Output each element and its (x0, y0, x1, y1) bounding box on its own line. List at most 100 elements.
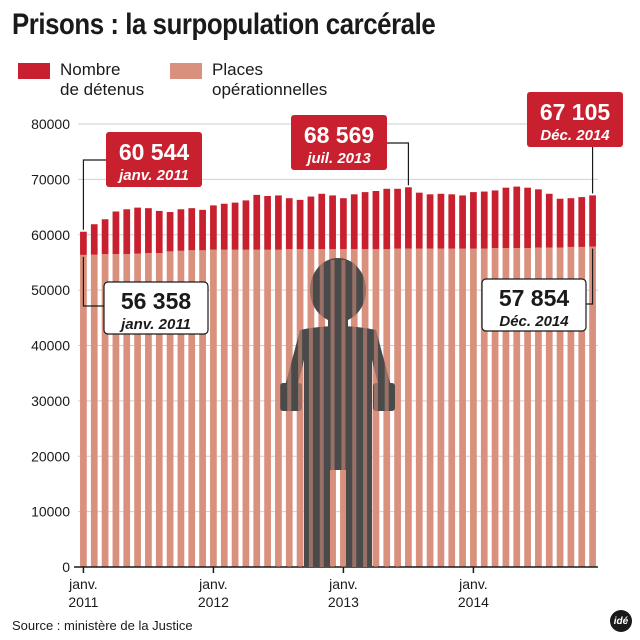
callout-places-end-value: 57 854 (499, 285, 570, 311)
bar-detenus (112, 211, 120, 255)
prisoner-bar-overlay (276, 260, 281, 567)
bar-detenus (578, 197, 586, 247)
bar-detenus (567, 198, 575, 247)
bar-detenus (415, 192, 423, 249)
bar-places (264, 249, 271, 568)
y-tick-label: 0 (62, 559, 70, 575)
source-note: Source : ministère de la Justice (12, 618, 193, 633)
callout-detenus-start-value: 60 544 (119, 139, 190, 165)
bar-detenus (470, 192, 477, 249)
callout-places-end-date: Déc. 2014 (499, 313, 569, 330)
bar-places (253, 249, 261, 568)
bars-detenus (80, 186, 596, 255)
bar-detenus (437, 193, 445, 249)
y-tick-label: 60000 (31, 227, 70, 243)
callout-detenus-peak-value: 68 569 (304, 122, 374, 148)
callout-detenus-start-leader (82, 159, 106, 230)
y-tick-label: 70000 (31, 171, 70, 187)
bar-detenus (480, 191, 488, 249)
y-axis: 0 10000 20000 30000 40000 50000 60000 70000 8000… (31, 116, 70, 575)
bar-detenus (524, 187, 531, 249)
x-tick-label: janv. (68, 576, 98, 592)
legend-label-places: Places opérationnelles (212, 60, 327, 100)
bar-places (578, 246, 586, 567)
prisoner-bar-overlay (308, 260, 313, 567)
callout-places-start-box (103, 281, 209, 335)
x-axis: janv. 2011 janv. 2012 janv. 2013 janv. 2014 (68, 566, 598, 610)
prisoner-right-fist-shape (373, 383, 395, 411)
callout-detenus-start-date: janv. 2011 (117, 167, 189, 184)
bar-places (589, 246, 596, 567)
prisoner-bar-overlay (395, 260, 400, 567)
bar-places (80, 254, 87, 567)
prisoner-bar-overlay (298, 260, 303, 567)
bar-places (470, 248, 477, 567)
bar-detenus (361, 192, 369, 250)
bar-detenus (426, 194, 434, 249)
prisoner-bar-overlay (363, 260, 368, 567)
bar-places (188, 250, 196, 567)
bar-places (210, 249, 217, 568)
legend-label-detenus-line2: de détenus (60, 80, 145, 99)
callout-detenus-peak-date: juil. 2013 (305, 150, 371, 167)
ide-logo: idé (610, 610, 632, 632)
legend-swatch-detenus (18, 63, 50, 79)
bar-places (556, 247, 564, 567)
bar-places (459, 248, 466, 567)
chart-title: Prisons : la surpopulation carcérale (12, 8, 436, 41)
legend-label-detenus-line1: Nombre (60, 60, 121, 79)
bar-places (155, 253, 163, 567)
bar-places (426, 248, 434, 567)
callouts: 60 544 janv. 2011 68 569 juil. 2013 67 105 Dé… (82, 92, 623, 335)
bar-places (166, 251, 174, 568)
legend-item-detenus: Nombre de détenus (18, 60, 144, 100)
callout-detenus-peak-leader (387, 142, 410, 186)
x-tick-label: janv. (198, 576, 228, 592)
bar-places (199, 250, 206, 567)
bar-detenus (372, 191, 380, 250)
x-tick-label: 2012 (198, 594, 229, 610)
legend-label-detenus: Nombre de détenus (60, 60, 144, 100)
x-tick-label: 2014 (458, 594, 489, 610)
bar-detenus (145, 208, 152, 254)
bar-places (134, 253, 141, 567)
callout-places-end-box (481, 278, 587, 332)
bar-detenus (350, 194, 358, 250)
bar-places (480, 248, 488, 567)
y-tick-label: 50000 (31, 282, 70, 298)
bar-detenus (556, 198, 564, 248)
bar-places (90, 254, 98, 567)
bar-places (535, 247, 542, 567)
bar-detenus (188, 208, 196, 251)
bar-detenus (405, 187, 412, 249)
bar-detenus (134, 207, 141, 254)
bar-detenus (340, 198, 347, 250)
prisoner-bar-overlay (319, 260, 324, 567)
bar-places (502, 248, 510, 568)
bar-detenus (296, 199, 304, 250)
bar-detenus (101, 219, 109, 255)
prisoner-bar-overlay (384, 260, 389, 567)
bar-detenus (242, 200, 250, 250)
bar-places (242, 249, 250, 568)
bar-places (405, 248, 412, 567)
y-tick-label: 20000 (31, 448, 70, 464)
prisoner-bar-overlay (330, 260, 335, 567)
bar-detenus (545, 193, 553, 248)
bar-detenus (123, 209, 131, 255)
bar-places (567, 246, 575, 567)
bar-detenus (448, 194, 456, 249)
bar-places (437, 248, 445, 567)
legend-label-places-line2: opérationnelles (212, 80, 328, 99)
bar-places (220, 249, 228, 568)
callout-detenus-start-box (106, 132, 202, 187)
prisoner-bar-overlay (287, 260, 292, 567)
legend-item-places: Places opérationnelles (170, 60, 327, 100)
prisoner-bar-overlay (341, 260, 346, 567)
bar-detenus (491, 190, 499, 249)
bar-detenus (383, 188, 391, 250)
bar-places (177, 250, 185, 567)
y-tick-label: 10000 (31, 504, 70, 520)
callout-places-end-leader (586, 248, 594, 305)
